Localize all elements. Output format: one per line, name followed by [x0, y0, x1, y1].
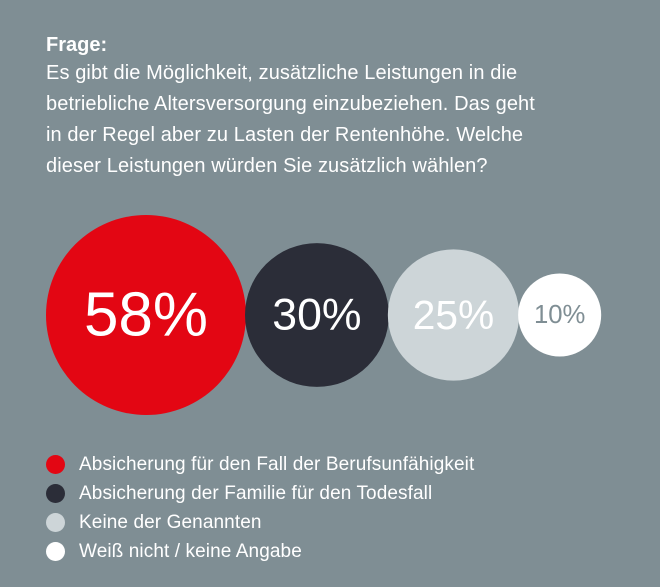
bubble-chart-svg: 58% 30% 25% 10% [46, 215, 602, 415]
bubble-chart: 58% 30% 25% 10% [0, 200, 660, 440]
legend-item-weiss-nicht: Weiß nicht / keine Angabe [46, 537, 646, 566]
question-line-3: in der Regel aber zu Lasten der Rentenhö… [46, 124, 524, 146]
legend-label-keine: Keine der Genannten [79, 511, 262, 533]
legend-label-todesfall: Absicherung der Familie für den Todesfal… [79, 482, 433, 504]
bubble-label-keine: 25% [413, 292, 494, 338]
bubble-keine [387, 249, 520, 381]
legend-label-weiss-nicht: Weiß nicht / keine Angabe [79, 540, 302, 562]
legend-dot-todesfall [46, 484, 65, 503]
bubble-weiss-nicht [518, 273, 602, 357]
legend-label-berufsunfaehigkeit: Absicherung für den Fall der Berufsunfäh… [79, 453, 475, 475]
legend-item-berufsunfaehigkeit: Absicherung für den Fall der Berufsunfäh… [46, 450, 646, 479]
legend-dot-keine [46, 513, 65, 532]
legend: Absicherung für den Fall der Berufsunfäh… [46, 450, 646, 566]
bubble-todesfall [245, 243, 389, 387]
question-block: Frage: Es gibt die Möglichkeit, zusätzli… [46, 32, 646, 182]
legend-item-keine: Keine der Genannten [46, 508, 646, 537]
question-label: Frage: [46, 34, 108, 56]
legend-dot-berufsunfaehigkeit [46, 455, 65, 474]
legend-dot-weiss-nicht [46, 542, 65, 561]
bubble-berufsunfaehigkeit [46, 215, 246, 415]
question-line-1: Es gibt die Möglichkeit, zusätzliche Lei… [46, 62, 518, 84]
bubble-label-berufsunfaehigkeit: 58% [84, 281, 208, 350]
legend-item-todesfall: Absicherung der Familie für den Todesfal… [46, 479, 646, 508]
question-line-4: dieser Leistungen würden Sie zusätzlich … [46, 155, 488, 177]
question-line-2: betriebliche Altersversorgung einzubezie… [46, 93, 535, 115]
bubble-label-weiss-nicht: 10% [534, 301, 585, 329]
bubble-label-todesfall: 30% [272, 291, 361, 340]
